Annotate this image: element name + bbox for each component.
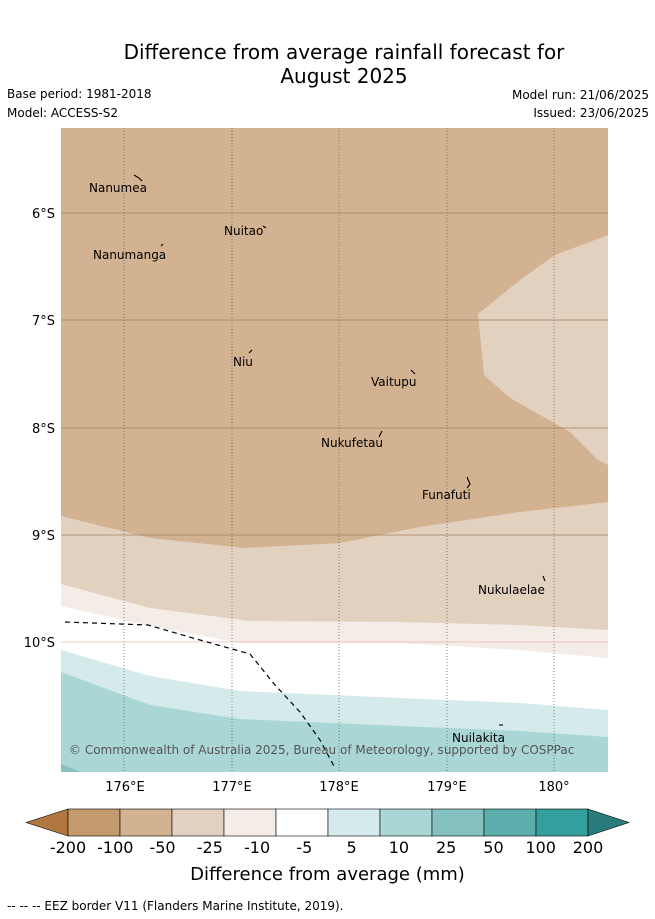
island-nukufetau (378, 430, 383, 438)
lon-tick-labels: 176°E 177°E 178°E 179°E 180° (105, 780, 569, 795)
title-line-1: Difference from average rainfall forecas… (123, 40, 565, 64)
island-nanumea (133, 174, 143, 182)
colorbar-title: Difference from average (mm) (190, 864, 465, 885)
place-label: Vaitupu (371, 375, 417, 389)
island-niu (248, 349, 253, 354)
island-funafuti (466, 476, 471, 489)
colorbar-tick-label: 50 (483, 838, 504, 857)
place-label: Niu (233, 355, 253, 369)
lon-tick-label: 180° (538, 780, 569, 795)
band-minus-10-east-patch (478, 235, 608, 465)
place-label: Funafuti (422, 488, 471, 502)
band-10-to-25 (61, 672, 608, 772)
island-nanumanga (160, 243, 164, 247)
islands (133, 174, 546, 726)
colorbar-tick-label: 200 (572, 838, 604, 857)
model-run: Model run: 21/06/2025 (511, 88, 649, 102)
colorbar-tick-label: -200 (49, 838, 87, 857)
colorbar-segment (67, 808, 121, 837)
graticule (123, 128, 555, 772)
colorbar-tick-label: -5 (296, 838, 313, 857)
eez-border (64, 621, 336, 769)
colorbar-tick-label: -10 (244, 838, 271, 857)
lon-tick-label: 176°E (105, 780, 145, 795)
colorbar-segment (119, 808, 173, 837)
colorbar-segment (431, 808, 485, 837)
place-label: Nanumanga (93, 248, 166, 262)
lat-tick-label: 10°S (24, 636, 55, 651)
lon-tick-label: 177°E (212, 780, 252, 795)
colorbar-segment (483, 808, 537, 837)
colorbar-segment (327, 808, 381, 837)
colorbar-segment (171, 808, 225, 837)
lat-tick-labels: 6°S 7°S 8°S 9°S 10°S (24, 207, 55, 651)
lat-tick-label: 6°S (32, 207, 55, 222)
issued-date: Issued: 23/06/2025 (533, 106, 649, 120)
colorbar-tick-label: 25 (435, 838, 457, 857)
map-title: Difference from average rainfall forecas… (0, 40, 655, 88)
place-label: Nanumea (89, 181, 147, 195)
model-name: Model: ACCESS-S2 (7, 106, 119, 120)
island-nuitao (262, 225, 267, 229)
colorbar-extension-low (25, 808, 69, 837)
colorbar-tick-label: 100 (525, 838, 556, 857)
colorbar-tick-label: 5 (346, 838, 357, 857)
map-area: Nanumea Nuitao Nanumanga Niu Vaitupu Nuk… (61, 128, 608, 772)
colorbar-tick-label: -50 (149, 838, 176, 857)
place-labels: Nanumea Nuitao Nanumanga Niu Vaitupu Nuk… (89, 181, 545, 745)
base-period: Base period: 1981-2018 (7, 87, 152, 101)
colorbar-tick-label: -100 (97, 838, 134, 857)
colorbar (25, 808, 630, 837)
lat-tick-label: 7°S (32, 314, 55, 329)
colorbar-segment (379, 808, 433, 837)
place-label: Nukufetau (321, 436, 383, 450)
lat-tick-label: 9°S (32, 529, 55, 544)
island-vaitupu (410, 369, 416, 375)
island-nukulaelae (542, 575, 546, 582)
lon-tick-label: 178°E (319, 780, 359, 795)
place-label: Nuitao (224, 224, 263, 238)
lon-tick-label: 179°E (427, 780, 467, 795)
place-label: Nuilakita (452, 731, 505, 745)
colorbar-segment (275, 808, 329, 837)
colorbar-segment (535, 808, 589, 837)
colorbar-segment (223, 808, 277, 837)
eez-footnote: -- -- -- EEZ border V11 (Flanders Marine… (7, 899, 344, 913)
title-line-2: August 2025 (280, 64, 408, 88)
colorbar-tick-label: 10 (388, 838, 410, 857)
band-25-corner (61, 764, 80, 772)
copyright-notice: © Commonwealth of Australia 2025, Bureau… (69, 743, 574, 757)
lat-tick-label: 8°S (32, 422, 55, 437)
colorbar-tick-label: -25 (196, 838, 223, 857)
latitude-lines (61, 212, 608, 643)
place-label: Nukulaelae (478, 583, 545, 597)
colorbar-extension-high (587, 808, 630, 837)
